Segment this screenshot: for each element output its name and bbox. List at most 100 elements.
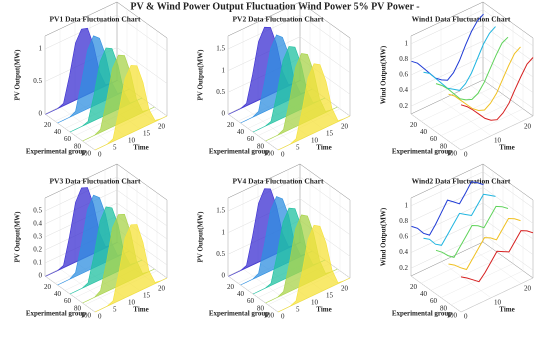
y-tick-label: 60: [430, 297, 438, 305]
x-tick-label: 0: [464, 151, 468, 159]
y-tick-label: 40: [54, 290, 62, 298]
grid-line: [410, 71, 534, 109]
y-axis-label: Experimental group: [26, 310, 86, 318]
line: [460, 57, 534, 121]
y-tick-label: 40: [54, 128, 62, 136]
z-tick-label: 0.1: [33, 259, 42, 267]
y-tick-label: 40: [237, 290, 245, 298]
area: [94, 65, 168, 151]
x-axis-label: Time: [316, 144, 331, 152]
x-axis-label: Time: [499, 306, 514, 314]
x-axis-label: Time: [133, 144, 148, 152]
area: [277, 63, 351, 151]
grid-line: [44, 198, 96, 313]
x-tick-label: 5: [113, 306, 117, 314]
grid-line: [44, 14, 168, 52]
x-tick-label: 0: [281, 313, 285, 321]
x-tick-label: 20: [524, 122, 532, 130]
x-axis-label: Time: [133, 306, 148, 314]
grid-line: [440, 21, 492, 136]
x-axis-label: Time: [316, 306, 331, 314]
grid-line: [430, 178, 504, 291]
subplot-title: PV1 Data Fluctuation Chart: [49, 15, 141, 24]
grid-line: [227, 198, 351, 235]
z-tick-label: 0.4: [399, 86, 408, 94]
subplot-title: PV3 Data Fluctuation Chart: [49, 177, 141, 186]
y-tick-label: 80: [440, 142, 448, 150]
y-tick-label: 100: [81, 312, 92, 320]
grid-line: [44, 36, 96, 151]
grid-line: [440, 183, 492, 298]
grid-line: [460, 200, 534, 313]
x-tick-label: 15: [143, 129, 151, 137]
x-tick-label: 0: [98, 313, 102, 321]
y-axis-label: Experimental group: [209, 148, 269, 156]
z-tick-label: 1: [39, 45, 43, 53]
grid-line: [410, 171, 534, 209]
x-tick-label: 5: [296, 306, 300, 314]
y-tick-label: 60: [64, 297, 72, 305]
grid-line: [44, 202, 168, 240]
x-tick-label: 20: [158, 122, 166, 130]
z-tick-label: 0.8: [399, 55, 408, 63]
line: [448, 46, 521, 112]
grid-line: [44, 189, 168, 227]
grid-line: [227, 36, 351, 73]
y-axis-label: Experimental group: [392, 148, 452, 156]
y-tick-label: 80: [440, 304, 448, 312]
x-tick-label: 0: [464, 313, 468, 321]
y-tick-label: 100: [81, 150, 92, 158]
z-tick-label: 0.6: [399, 71, 408, 79]
grid-line: [44, 47, 168, 84]
y-tick-label: 100: [264, 312, 275, 320]
grid-line: [450, 30, 524, 143]
z-axis-label: Wind Output(MW): [380, 207, 388, 266]
y-tick-label: 20: [410, 121, 418, 129]
z-tick-label: 0.2: [399, 102, 408, 110]
grid-line: [420, 9, 494, 122]
x-tick-label: 10: [128, 136, 136, 144]
grid-line: [410, 233, 534, 271]
y-tick-label: 60: [430, 135, 438, 143]
y-tick-label: 80: [257, 142, 265, 150]
x-axis-label: Time: [499, 144, 514, 152]
grid-line: [410, 9, 534, 47]
x-tick-label: 20: [524, 284, 532, 292]
z-tick-label: 0.4: [33, 220, 42, 228]
x-tick-label: 10: [128, 298, 136, 306]
grid-line: [410, 187, 534, 224]
y-tick-label: 100: [264, 150, 275, 158]
y-tick-label: 40: [420, 290, 428, 298]
subplot-title: PV4 Data Fluctuation Chart: [232, 177, 324, 186]
x-tick-label: 15: [326, 129, 334, 137]
grid-line: [410, 202, 534, 240]
grid-line: [267, 192, 341, 305]
x-tick-label: 10: [311, 298, 319, 306]
grid-line: [410, 36, 462, 151]
y-tick-label: 100: [447, 150, 458, 158]
line: [423, 193, 496, 246]
line: [411, 181, 484, 236]
y-tick-label: 20: [44, 121, 52, 129]
x-tick-label: 15: [143, 291, 151, 299]
y-tick-label: 100: [447, 312, 458, 320]
grid-line: [227, 176, 351, 214]
z-tick-label: 1: [222, 228, 226, 236]
grid-line: [410, 40, 534, 78]
y-axis-label: Experimental group: [209, 310, 269, 318]
y-axis-label: Experimental group: [392, 310, 452, 318]
y-tick-label: 60: [64, 135, 72, 143]
z-tick-label: 0.5: [216, 250, 225, 258]
z-tick-label: 1.5: [216, 207, 225, 215]
area: [94, 224, 168, 313]
figure-title: PV & Wind Power Output Fluctuation Wind …: [130, 1, 419, 12]
x-tick-label: 10: [494, 136, 502, 144]
grid-line: [410, 25, 534, 62]
grid-line: [450, 192, 524, 305]
